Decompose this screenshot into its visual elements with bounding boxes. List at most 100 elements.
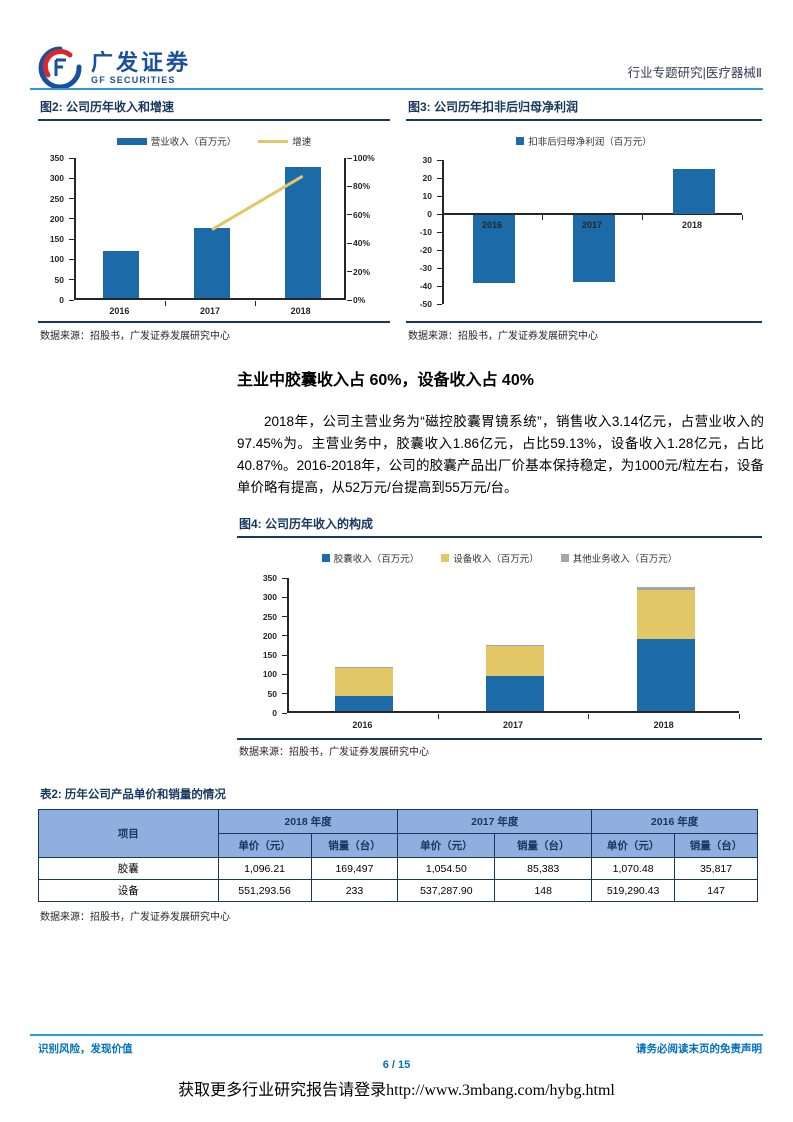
- figure-4-title: 图4: 公司历年收入的构成: [237, 512, 762, 538]
- product-price-volume-table: 项目 2018 年度 2017 年度 2016 年度 单价（元） 销量（台） 单价（元） 销量…: [38, 809, 758, 902]
- cell-value: 1,054.50: [397, 857, 496, 880]
- footer-divider: [30, 1034, 763, 1036]
- figure-4-plot: [287, 578, 739, 713]
- legend-swatch-bar-icon: [560, 554, 569, 562]
- legend-swatch-bar-icon: [116, 137, 147, 145]
- figure-3-legend: 扣非后归母净利润（百万元）: [406, 134, 762, 148]
- y-axis-tick-label: -10: [419, 227, 432, 237]
- gf-logo-icon: [38, 46, 82, 90]
- axis-tick-mark: [282, 673, 287, 675]
- legend-label: 设备收入（百万元）: [453, 554, 539, 565]
- y-axis-tick-label: 100: [49, 254, 64, 265]
- legend-label: 胶囊收入（百万元）: [333, 554, 420, 565]
- axis-tick-mark: [69, 198, 74, 200]
- col-header-year-2: 2016 年度: [591, 809, 758, 834]
- y-axis-tick-label: 10: [422, 191, 432, 201]
- figure-3-plot: [442, 160, 742, 304]
- gf-securities-logo: 广发证券 GF SECURITIES: [38, 46, 191, 90]
- table-2-source: 数据来源：招股书，广发证券发展研究中心: [40, 912, 230, 923]
- axis-tick-mark: [69, 258, 74, 260]
- y-axis-tick-label: 300: [262, 592, 277, 603]
- x-axis-labels: 2016 2017 2018: [287, 720, 739, 730]
- revenue-bar-2017: [194, 228, 230, 298]
- axis-tick-mark: [347, 157, 352, 159]
- y-axis-tick-label: 250: [262, 611, 277, 622]
- axis-tick-mark: [69, 177, 74, 179]
- col-header-year-0: 2018 年度: [217, 809, 399, 834]
- x-axis-label: 2018: [681, 220, 703, 230]
- x-axis-labels: 2016 2017 2018: [442, 220, 742, 230]
- axis-tick-mark: [164, 301, 166, 306]
- table-row-设备: 设备 551,293.56 233 537,287.90 148 519,290.43 14…: [38, 879, 758, 902]
- axis-tick-mark: [437, 267, 442, 269]
- axis-tick-mark: [437, 159, 442, 161]
- stack-segment-2017-2: [486, 644, 544, 646]
- axis-tick-mark: [437, 213, 442, 215]
- axis-tick-mark: [347, 299, 352, 301]
- profit-bar-2017: [573, 215, 615, 282]
- y-axis-tick-label: 50: [54, 274, 64, 285]
- table-2-holder: 项目 2018 年度 2017 年度 2016 年度 单价（元） 销量（台） 单价（元） 销量…: [38, 809, 758, 902]
- axis-tick-mark: [347, 185, 352, 187]
- y-axis-tick-label: 30: [422, 155, 432, 165]
- figure-4-legend: 胶囊收入（百万元） 设备收入（百万元） 其他业务收入（百万元）: [237, 551, 762, 565]
- y-axis-tick-label: -50: [419, 299, 432, 309]
- logo-en-text: GF SECURITIES: [91, 74, 176, 85]
- stack-segment-2017-0: [486, 676, 544, 711]
- axis-tick-mark: [437, 303, 442, 305]
- x-axis-label: 2016: [109, 306, 130, 316]
- row-label: 设备: [38, 879, 219, 902]
- y-axis-tick-label: 250: [49, 193, 64, 204]
- axis-tick-mark: [437, 285, 442, 287]
- cell-value: 519,290.43: [591, 879, 676, 902]
- axis-tick-mark: [437, 195, 442, 197]
- axis-tick-mark: [69, 157, 74, 159]
- footer-disclaimer-note: 请务必阅读末页的免责声明: [636, 1043, 762, 1055]
- col-header-item: 项目: [38, 809, 219, 858]
- footer-slogan: 识别风险，发现价值: [38, 1043, 133, 1055]
- y-axis-tick-label: -40: [419, 281, 432, 291]
- axis-tick-mark: [742, 215, 743, 220]
- y-axis-tick-label: 50: [267, 688, 277, 699]
- axis-tick-mark: [282, 693, 287, 695]
- cell-value: 169,497: [310, 857, 399, 880]
- legend-label: 增速: [292, 137, 312, 148]
- y-axis-tick-label: 100: [262, 669, 277, 680]
- cell-value: 233: [310, 879, 399, 902]
- axis-tick-mark: [282, 635, 287, 637]
- stack-segment-2018-0: [636, 639, 695, 711]
- legend-swatch-bar-icon: [516, 137, 525, 145]
- figure-4-divider: [237, 738, 762, 740]
- y-axis-tick-label: 20: [422, 173, 432, 183]
- axis-tick-mark: [282, 596, 287, 598]
- y2-axis-tick-label: 80%: [353, 181, 371, 192]
- table-row-胶囊: 胶囊 1,096.21 169,497 1,054.50 85,383 1,070.48 3…: [38, 857, 758, 880]
- y2-axis-tick-label: 0%: [353, 295, 366, 305]
- figure-3-net-profit-chart: 图3: 公司历年扣非后归母净利润 扣非后归母净利润（百万元） 数据来源：招股书，…: [406, 95, 762, 347]
- col-subheader-2-0: 单价（元）: [591, 833, 676, 858]
- legend-item: 增速: [258, 134, 311, 148]
- stack-segment-2018-1: [636, 589, 695, 640]
- y-axis-tick-label: 150: [262, 650, 277, 661]
- y-axis-tick-label: 200: [262, 630, 277, 641]
- y2-axis-tick-label: 20%: [353, 266, 371, 277]
- legend-item: 其他业务收入（百万元）: [560, 551, 677, 565]
- promo-url-line: 获取更多行业研究报告请登录http://www.3mbang.com/hybg.…: [178, 1082, 615, 1099]
- x-axis-label: 2017: [199, 306, 221, 316]
- y2-axis-tick-label: 60%: [353, 209, 371, 220]
- legend-swatch-bar-icon: [321, 554, 330, 562]
- row-label: 胶囊: [38, 857, 219, 880]
- x-axis-label: 2017: [581, 220, 603, 230]
- x-axis-label: 2018: [290, 306, 311, 316]
- axis-tick-mark: [542, 215, 543, 220]
- stack-segment-2016-1: [335, 667, 394, 697]
- cell-value: 148: [494, 879, 593, 902]
- y-axis-tick-label: 0: [59, 295, 64, 305]
- figure-3-divider: [406, 321, 762, 323]
- revenue-bar-2018: [284, 167, 321, 298]
- legend-item: 设备收入（百万元）: [441, 551, 539, 565]
- axis-tick-mark: [437, 249, 442, 251]
- stack-segment-2018-2: [636, 586, 695, 590]
- body-paragraph: 2018年，公司主营业务为“磁控胶囊胃镜系统”，销售收入3.14亿元，占营业收入…: [237, 414, 764, 495]
